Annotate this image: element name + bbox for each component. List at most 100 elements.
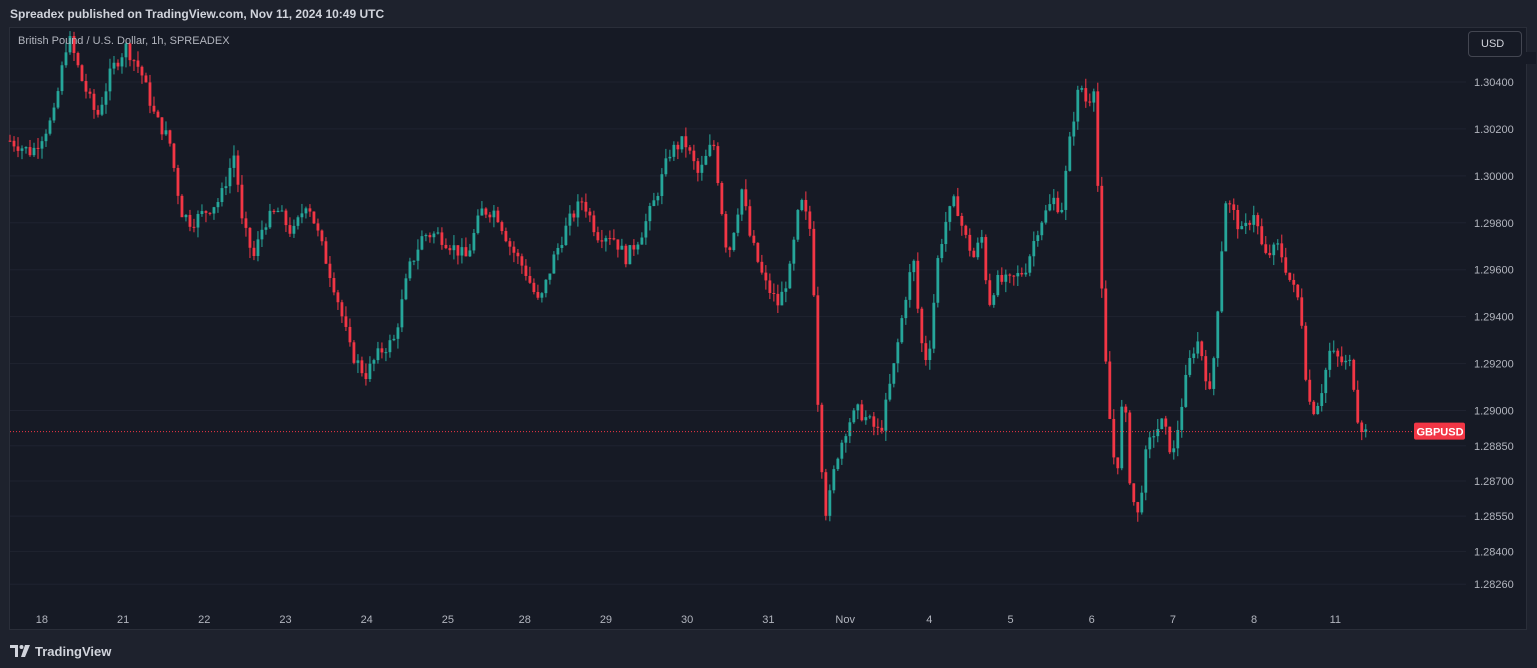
candle-body xyxy=(76,52,80,66)
candle-body xyxy=(244,218,248,228)
candle-body xyxy=(56,91,60,108)
candle-body xyxy=(120,57,124,67)
y-tick-label: 1.30200 xyxy=(1474,124,1514,136)
chart-panel[interactable] xyxy=(9,27,1527,630)
candle-body xyxy=(436,232,440,234)
candle-body xyxy=(824,472,828,516)
candle-body xyxy=(684,136,688,148)
candle-body xyxy=(1060,209,1064,213)
candle-body xyxy=(748,206,752,236)
candle-body xyxy=(1244,222,1248,227)
candle-body xyxy=(428,235,432,238)
candle-body xyxy=(1192,353,1196,359)
candle-body xyxy=(168,130,172,144)
candle-body xyxy=(1112,418,1116,458)
candle-body xyxy=(1308,379,1312,402)
candle-body xyxy=(1316,405,1320,415)
candle-body xyxy=(28,147,32,156)
candle-body xyxy=(848,422,852,437)
candle-body xyxy=(288,225,292,234)
candle-body xyxy=(1196,341,1200,354)
candle-body xyxy=(172,143,176,168)
candle-body xyxy=(200,211,204,214)
candle-body xyxy=(176,167,180,196)
candle-body xyxy=(516,252,520,257)
candle-body xyxy=(48,120,52,134)
candle-body xyxy=(1116,457,1120,469)
candle-body xyxy=(612,238,616,240)
candle-body xyxy=(652,200,656,207)
candle-body xyxy=(320,230,324,242)
candle-body xyxy=(776,293,780,306)
candle-body xyxy=(1148,437,1152,450)
candle-body xyxy=(1124,406,1128,413)
candle-body xyxy=(960,215,964,226)
candle-body xyxy=(84,81,88,92)
footer-brand-label: TradingView xyxy=(35,643,112,659)
candle-body xyxy=(1360,422,1364,433)
candle-body xyxy=(8,140,12,142)
candle-body xyxy=(924,343,928,361)
candle-body xyxy=(484,208,488,215)
candle-body xyxy=(784,288,788,292)
candle-body xyxy=(944,221,948,245)
candle-body xyxy=(540,293,544,298)
currency-button[interactable]: USD xyxy=(1468,31,1522,57)
candle-body xyxy=(1076,89,1080,122)
candle-body xyxy=(1104,288,1108,362)
candle-body xyxy=(524,265,528,276)
candle-body xyxy=(904,299,908,319)
candle-body xyxy=(756,242,760,262)
candle-body xyxy=(736,214,740,233)
candle-body xyxy=(108,68,112,92)
candle-body xyxy=(1260,226,1264,245)
candle-body xyxy=(656,196,660,201)
candle-body xyxy=(496,210,500,223)
candle-body xyxy=(1252,215,1256,225)
candle-body xyxy=(976,242,980,258)
candle-body xyxy=(296,217,300,226)
y-tick-label: 1.29400 xyxy=(1474,312,1514,324)
x-tick-label: 7 xyxy=(1170,614,1176,626)
y-tick-label: 1.28400 xyxy=(1474,546,1514,558)
candle-body xyxy=(332,278,336,293)
candle-body xyxy=(220,188,224,203)
candle-body xyxy=(420,236,424,250)
y-tick-label: 1.28700 xyxy=(1474,476,1514,488)
candle-body xyxy=(352,342,356,363)
candle-body xyxy=(1004,274,1008,282)
candle-body xyxy=(544,279,548,294)
candle-body xyxy=(1120,406,1124,469)
candle-body xyxy=(1048,204,1052,211)
candle-body xyxy=(1000,274,1004,282)
candle-body xyxy=(384,352,388,354)
y-tick-label: 1.30400 xyxy=(1474,77,1514,89)
candle-body xyxy=(1136,502,1140,513)
candle-body xyxy=(44,133,48,142)
candle-body xyxy=(812,228,816,296)
candle-body xyxy=(964,225,968,235)
candle-body xyxy=(1240,226,1244,230)
candle-body xyxy=(500,222,504,232)
candle-body xyxy=(208,212,212,214)
candle-body xyxy=(796,210,800,240)
x-tick-label: 29 xyxy=(600,614,612,626)
candle-body xyxy=(60,65,64,92)
candle-body xyxy=(144,75,148,83)
candle-body xyxy=(1008,274,1012,276)
candle-body xyxy=(416,249,420,261)
candle-body xyxy=(324,241,328,264)
candle-body xyxy=(472,232,476,251)
candle-body xyxy=(1040,222,1044,236)
candle-body xyxy=(792,239,796,264)
candle-body xyxy=(400,299,404,328)
candle-body xyxy=(452,245,456,251)
candle-body xyxy=(604,238,608,242)
candle-body xyxy=(908,272,912,300)
footer-brand[interactable]: TradingView xyxy=(9,641,111,661)
candle-body xyxy=(292,225,296,234)
candle-body xyxy=(1296,284,1300,298)
candle-body xyxy=(1328,350,1332,370)
candle-body xyxy=(992,295,996,305)
